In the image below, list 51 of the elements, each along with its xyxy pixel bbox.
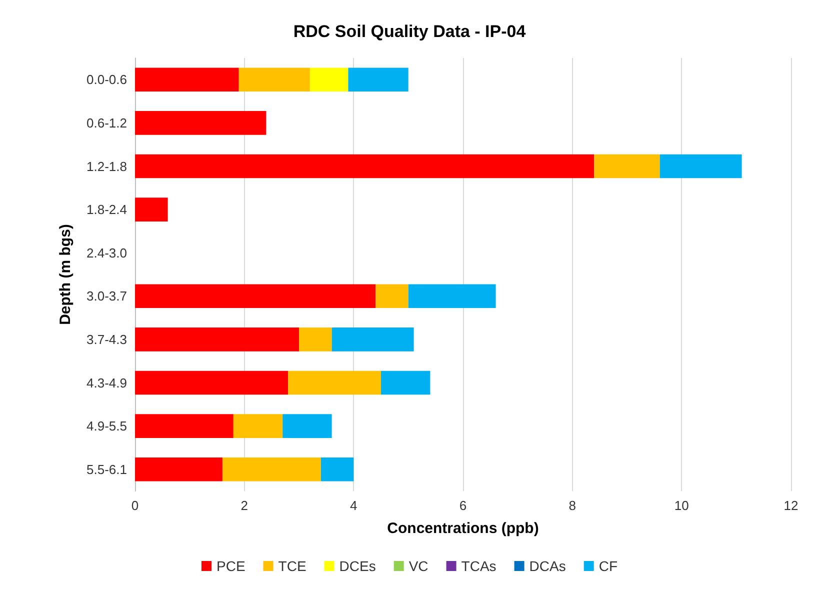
bar	[332, 328, 414, 352]
y-tick-label: 4.3-4.9	[86, 375, 127, 390]
bar	[299, 328, 332, 352]
y-tick-label: 2.4-3.0	[86, 245, 127, 260]
bar	[376, 284, 408, 308]
legend-label: CF	[598, 558, 618, 574]
legend-label: TCAs	[461, 558, 496, 574]
bar	[282, 414, 332, 438]
bar	[320, 457, 354, 482]
x-tick-label: 12	[784, 498, 798, 513]
x-tick-label: 0	[131, 498, 139, 513]
bar	[135, 154, 594, 178]
bar	[135, 111, 266, 135]
legend-label: TCE	[278, 558, 306, 574]
legend-label: DCAs	[529, 558, 566, 574]
bar	[381, 370, 430, 395]
bar	[135, 414, 234, 438]
legend-label: VC	[408, 558, 428, 574]
bar	[135, 457, 222, 482]
bar	[310, 68, 348, 92]
chart-title: RDC Soil Quality Data - IP-04	[293, 22, 526, 41]
y-tick-label: 1.8-2.4	[86, 202, 127, 218]
bar	[135, 198, 168, 222]
legend-label: DCEs	[339, 558, 376, 574]
bar	[222, 457, 321, 482]
x-axis-title: Concentrations (ppb)	[387, 520, 539, 537]
y-axis-title: Depth (m bgs)	[57, 224, 74, 325]
bar	[135, 284, 376, 308]
bar	[135, 370, 288, 395]
bar	[238, 68, 310, 92]
y-tick-label: 0.6-1.2	[86, 115, 127, 130]
bar	[135, 68, 239, 92]
y-tick-label: 4.9-5.5	[86, 418, 127, 434]
y-tick-label: 0.0-0.6	[86, 72, 127, 88]
y-tick-label: 3.0-3.7	[86, 288, 127, 304]
x-tick-label: 8	[568, 498, 576, 513]
x-tick-label: 10	[674, 498, 689, 513]
bar	[348, 68, 408, 92]
x-tick-label: 2	[240, 498, 248, 513]
bar	[408, 284, 496, 308]
y-tick-label: 3.7-4.3	[86, 332, 127, 347]
bar	[233, 414, 283, 438]
y-tick-label: 1.2-1.8	[86, 158, 127, 174]
bar	[594, 154, 660, 178]
y-tick-label: 5.5-6.1	[86, 462, 127, 477]
legend-label: PCE	[216, 558, 246, 574]
bar	[135, 328, 299, 352]
bar	[660, 154, 742, 178]
x-tick-label: 4	[350, 498, 358, 513]
x-tick-label: 6	[459, 498, 467, 513]
bar	[288, 370, 381, 395]
